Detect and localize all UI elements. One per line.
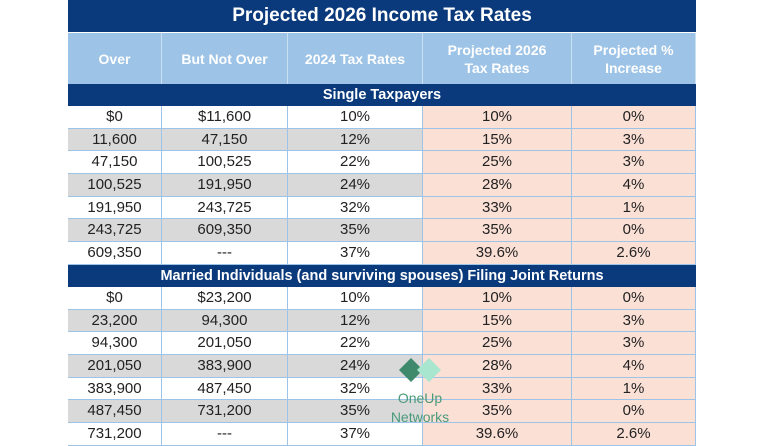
cell-rate-2024: 24% [288, 174, 423, 196]
cell-increase: 0% [572, 400, 696, 422]
cell-over: 47,150 [68, 151, 162, 174]
cell-over: 23,200 [68, 309, 162, 332]
cell-but-not-over: $23,200 [162, 286, 288, 309]
cell-rate-2026: 10% [423, 106, 572, 128]
oneup-logo-icon [399, 358, 441, 382]
cell-but-not-over: --- [162, 242, 288, 264]
table-row: 201,050 383,900 24% 28% 4% [68, 354, 696, 378]
cell-over: 94,300 [68, 332, 162, 354]
table-row: $0 $11,600 10% 10% 0% [68, 106, 696, 129]
cell-rate-2024: 35% [288, 219, 423, 242]
cell-increase: 0% [572, 219, 696, 242]
header-projected-2026: Projected 2026 Tax Rates [423, 33, 572, 84]
cell-over: 383,900 [68, 377, 162, 400]
cell-increase: 1% [572, 377, 696, 400]
cell-rate-2026: 25% [423, 332, 572, 354]
cell-rate-2024: 10% [288, 286, 423, 309]
cell-rate-2024: 12% [288, 128, 423, 151]
tax-rate-table: Projected 2026 Income Tax Rates Over But… [68, 0, 696, 446]
cell-rate-2026: 28% [423, 174, 572, 196]
cell-rate-2024: 10% [288, 106, 423, 128]
cell-but-not-over: --- [162, 422, 288, 445]
watermark-logo: OneUp Networks [380, 356, 460, 427]
cell-rate-2024: 32% [288, 196, 423, 219]
watermark-line2: Networks [390, 409, 450, 425]
cell-rate-2024: 32% [288, 377, 423, 400]
cell-rate-2024: 37% [288, 242, 423, 264]
cell-rate-2024: 22% [288, 332, 423, 354]
table-row: 487,450 731,200 35% 35% 0% [68, 400, 696, 423]
cell-increase: 3% [572, 128, 696, 151]
cell-increase: 0% [572, 286, 696, 309]
cell-over: $0 [68, 106, 162, 128]
cell-increase: 3% [572, 309, 696, 332]
cell-increase: 3% [572, 332, 696, 354]
table-row: 23,200 94,300 12% 15% 3% [68, 309, 696, 333]
cell-rate-2024: 22% [288, 151, 423, 174]
cell-rate-2026: 35% [423, 219, 572, 242]
table-row: 47,150 100,525 22% 25% 3% [68, 151, 696, 175]
cell-over: 243,725 [68, 219, 162, 242]
cell-rate-2026: 25% [423, 151, 572, 174]
header-row: Over But Not Over 2024 Tax Rates Project… [68, 32, 696, 84]
cell-increase: 1% [572, 196, 696, 219]
cell-over: 731,200 [68, 422, 162, 445]
cell-but-not-over: 731,200 [162, 400, 288, 422]
header-but-not-over: But Not Over [162, 33, 288, 84]
header-over: Over [68, 33, 162, 84]
cell-increase: 0% [572, 106, 696, 128]
cell-increase: 2.6% [572, 422, 696, 445]
cell-increase: 2.6% [572, 242, 696, 264]
section-header: Married Individuals (and surviving spous… [68, 264, 696, 287]
cell-increase: 4% [572, 354, 696, 377]
cell-over: 487,450 [68, 400, 162, 422]
cell-rate-2026: 33% [423, 196, 572, 219]
cell-rate-2026: 39.6% [423, 242, 572, 264]
table-row: 383,900 487,450 32% 33% 1% [68, 377, 696, 401]
cell-but-not-over: 243,725 [162, 196, 288, 219]
cell-but-not-over: 383,900 [162, 354, 288, 377]
cell-over: 100,525 [68, 174, 162, 196]
cell-but-not-over: 100,525 [162, 151, 288, 174]
cell-rate-2024: 24% [288, 354, 423, 377]
section-header: Single Taxpayers [68, 84, 696, 106]
table-title: Projected 2026 Income Tax Rates [68, 0, 696, 32]
table-row: 609,350 --- 37% 39.6% 2.6% [68, 242, 696, 265]
cell-over: $0 [68, 286, 162, 309]
table-row: 94,300 201,050 22% 25% 3% [68, 332, 696, 355]
cell-but-not-over: 609,350 [162, 219, 288, 242]
cell-over: 609,350 [68, 242, 162, 264]
cell-over: 11,600 [68, 128, 162, 151]
cell-but-not-over: $11,600 [162, 106, 288, 128]
table-row: 191,950 243,725 32% 33% 1% [68, 196, 696, 220]
cell-over: 191,950 [68, 196, 162, 219]
cell-increase: 4% [572, 174, 696, 196]
cell-rate-2026: 10% [423, 286, 572, 309]
cell-rate-2024: 12% [288, 309, 423, 332]
table-row: 100,525 191,950 24% 28% 4% [68, 174, 696, 197]
table-row: 243,725 609,350 35% 35% 0% [68, 219, 696, 243]
cell-rate-2026: 15% [423, 128, 572, 151]
cell-rate-2026: 28% [423, 354, 572, 377]
cell-rate-2024: 35% [288, 400, 423, 422]
cell-rate-2026: 15% [423, 309, 572, 332]
cell-increase: 3% [572, 151, 696, 174]
cell-but-not-over: 191,950 [162, 174, 288, 196]
cell-over: 201,050 [68, 354, 162, 377]
table-row: $0 $23,200 10% 10% 0% [68, 286, 696, 310]
cell-rate-2026: 35% [423, 400, 572, 422]
cell-but-not-over: 487,450 [162, 377, 288, 400]
watermark-line1: OneUp [397, 390, 443, 406]
cell-but-not-over: 201,050 [162, 332, 288, 354]
cell-but-not-over: 47,150 [162, 128, 288, 151]
cell-but-not-over: 94,300 [162, 309, 288, 332]
header-projected-increase: Projected % Increase [572, 33, 696, 84]
cell-rate-2026: 33% [423, 377, 572, 400]
table-row: 11,600 47,150 12% 15% 3% [68, 128, 696, 152]
header-2024-rates: 2024 Tax Rates [288, 33, 423, 84]
